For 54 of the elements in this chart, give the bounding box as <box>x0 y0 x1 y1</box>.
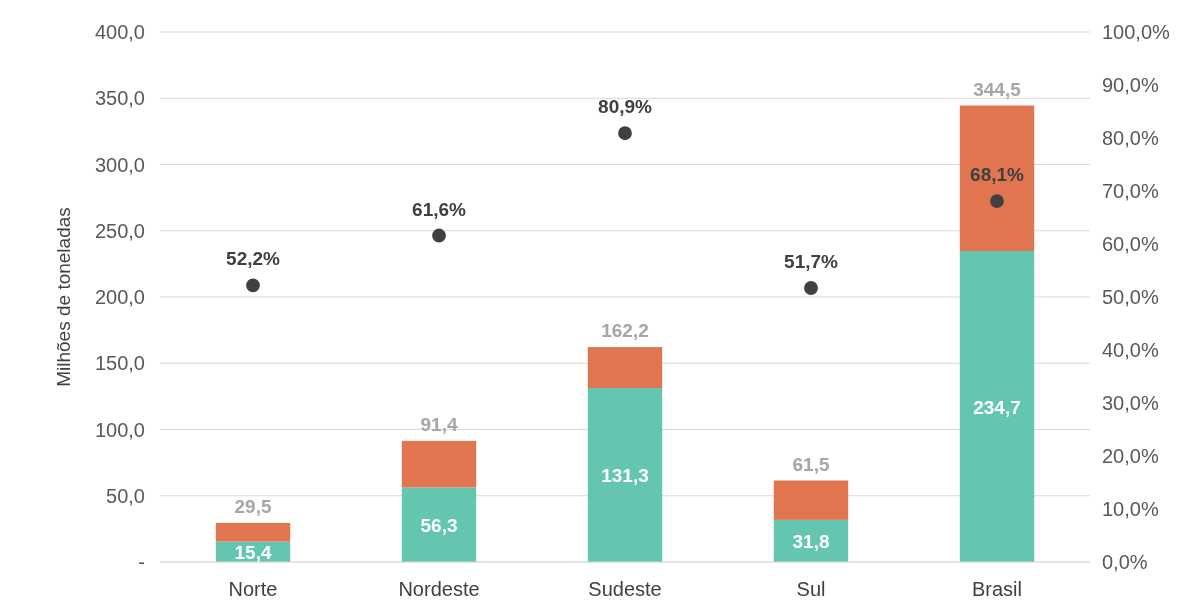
y-tick-label: 400,0 <box>94 21 145 43</box>
data-label: 131,3 <box>601 465 649 487</box>
y-tick-label: 100,0 <box>94 418 145 441</box>
total-label: 29,5 <box>234 495 272 517</box>
data-label: 234,7 <box>973 396 1021 418</box>
y-tick-label: 50,0 <box>106 484 145 507</box>
bar <box>587 388 663 562</box>
y2-tick-label: 80,0% <box>1102 127 1159 149</box>
data-label: 68,1% <box>970 164 1025 186</box>
y2-tick-label: 90,0% <box>1102 74 1159 96</box>
bar <box>959 105 1035 252</box>
y-tick-label: 150,0 <box>94 352 145 375</box>
total-label: 91,4 <box>420 413 458 435</box>
y2-tick-label: 20,0% <box>1102 445 1159 467</box>
y2-tick-label: 10,0% <box>1102 498 1159 520</box>
x-tick-label: Sul <box>796 578 826 600</box>
data-label: 51,7% <box>784 250 839 272</box>
y-tick-label: 250,0 <box>94 219 145 242</box>
data-label: 80,9% <box>598 96 653 118</box>
y2-tick-label: 50,0% <box>1102 286 1159 308</box>
data-label: 52,2% <box>226 248 281 270</box>
data-label: 56,3 <box>420 514 458 536</box>
bar <box>959 251 1035 562</box>
x-tick-label: Sudeste <box>588 578 662 600</box>
point <box>804 281 818 295</box>
point <box>990 194 1004 208</box>
bar <box>587 347 663 389</box>
y2-tick-label: 100,0% <box>1102 21 1171 43</box>
y2-tick-label: 0,0% <box>1102 551 1148 573</box>
x-tick-label: Nordeste <box>398 578 480 600</box>
bar <box>215 522 291 542</box>
y-tick-label: 300,0 <box>94 153 145 176</box>
total-label: 162,2 <box>601 320 649 342</box>
data-label: 61,6% <box>412 198 467 220</box>
point <box>432 228 446 243</box>
y-tick-label: 200,0 <box>94 286 145 308</box>
total-label: 344,5 <box>973 78 1022 100</box>
y2-tick-label: 60,0% <box>1102 233 1159 255</box>
y2-tick-label: 40,0% <box>1102 339 1159 361</box>
y-tick-label: 350,0 <box>94 87 145 110</box>
x-tick-label: Norte <box>228 578 278 600</box>
bar <box>401 440 477 488</box>
x-tick-label: Brasil <box>971 578 1023 600</box>
y-axis-title: Milhões de toneladas <box>53 207 74 387</box>
y2-tick-label: 30,0% <box>1102 392 1159 414</box>
data-label: 31,8 <box>792 530 830 552</box>
data-label: 15,4 <box>234 541 272 563</box>
bar <box>773 480 849 520</box>
bar <box>401 487 477 562</box>
total-label: 61,5 <box>792 453 830 475</box>
point <box>618 126 632 141</box>
y2-tick-label: 70,0% <box>1102 180 1159 202</box>
y-tick-label: - <box>138 551 145 573</box>
point <box>246 278 260 293</box>
